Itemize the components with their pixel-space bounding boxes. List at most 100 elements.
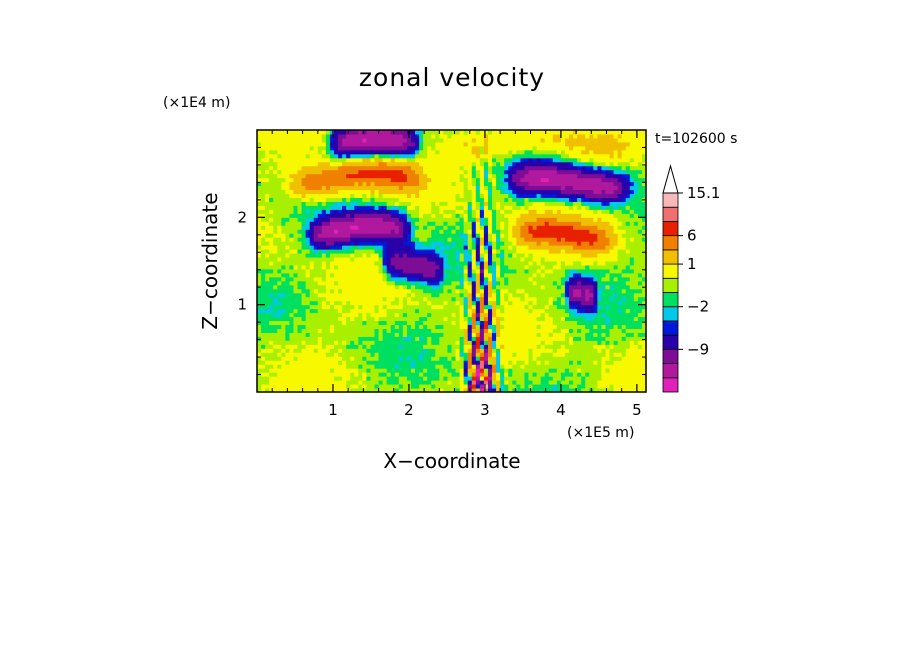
field-cell	[617, 225, 623, 230]
field-cell	[297, 185, 303, 191]
field-cell	[451, 213, 457, 218]
field-cell	[333, 185, 339, 191]
field-cell	[475, 268, 481, 274]
field-cell	[402, 364, 408, 369]
field-cell	[277, 324, 282, 329]
field-cell	[540, 356, 546, 361]
field-cell	[321, 348, 327, 353]
field-cell	[528, 276, 534, 282]
field-cell	[431, 197, 436, 202]
field-cell	[366, 352, 371, 357]
field-cell	[641, 348, 646, 353]
field-cell	[564, 241, 570, 246]
field-cell	[329, 213, 335, 218]
field-cell	[479, 332, 485, 337]
field-cell	[577, 368, 582, 373]
field-cell	[585, 316, 590, 322]
field-cell	[406, 320, 412, 326]
field-cell	[617, 213, 623, 218]
field-cell	[374, 332, 380, 337]
field-cell	[370, 189, 376, 195]
field-cell	[338, 245, 343, 250]
field-cell	[585, 237, 590, 242]
field-cell	[475, 201, 481, 206]
field-cell	[564, 205, 570, 210]
field-cell	[423, 201, 428, 206]
field-cell	[597, 348, 602, 353]
field-cell	[455, 249, 461, 254]
field-cell	[508, 332, 513, 337]
field-cell	[625, 253, 631, 258]
field-cell	[577, 209, 582, 214]
field-cell	[516, 217, 521, 222]
field-cell	[378, 249, 384, 254]
field-cell	[419, 245, 424, 250]
field-cell	[451, 368, 457, 373]
field-cell	[637, 300, 643, 306]
field-cell	[435, 380, 440, 385]
field-cell	[641, 264, 646, 270]
field-cell	[370, 185, 376, 191]
field-cell	[277, 261, 282, 266]
field-cell	[346, 245, 351, 250]
field-cell	[613, 261, 619, 266]
field-cell	[273, 272, 278, 278]
field-cell	[581, 189, 586, 195]
field-cell	[419, 372, 424, 377]
field-cell	[560, 205, 566, 210]
field-cell	[398, 336, 404, 341]
field-cell	[520, 201, 525, 206]
field-cell	[354, 197, 359, 202]
field-cell	[556, 229, 562, 234]
field-cell	[277, 292, 282, 298]
field-cell	[313, 308, 319, 314]
field-cell	[544, 352, 550, 357]
field-cell	[447, 308, 452, 314]
field-cell	[577, 304, 582, 310]
field-cell	[354, 348, 359, 353]
field-cell	[321, 380, 327, 385]
field-cell	[487, 205, 493, 210]
field-cell	[386, 356, 392, 361]
field-cell	[321, 364, 327, 369]
field-cell	[257, 201, 262, 206]
field-cell	[536, 304, 542, 310]
field-cell	[269, 312, 274, 318]
field-cell	[597, 360, 602, 365]
field-cell	[625, 332, 631, 337]
field-cell	[621, 308, 627, 314]
field-cell	[325, 380, 331, 385]
field-cell	[285, 376, 290, 381]
field-cell	[524, 261, 529, 266]
field-cell	[366, 237, 371, 242]
field-cell	[305, 320, 311, 326]
field-cell	[427, 217, 432, 222]
field-cell	[350, 268, 355, 274]
field-cell	[350, 241, 355, 246]
field-cell	[402, 384, 408, 389]
field-cell	[285, 360, 290, 365]
field-cell	[492, 237, 497, 242]
field-cell	[605, 237, 611, 242]
field-cell	[325, 276, 331, 282]
field-cell	[569, 264, 574, 270]
field-cell	[443, 241, 448, 246]
field-cell	[265, 356, 270, 361]
field-cell	[609, 280, 615, 286]
field-cell	[423, 336, 428, 341]
field-cell	[427, 221, 432, 226]
field-cell	[297, 296, 303, 302]
field-cell	[374, 205, 380, 210]
field-cell	[419, 360, 424, 365]
field-cell	[265, 312, 270, 318]
field-cell	[560, 261, 566, 266]
field-cell	[273, 241, 278, 246]
field-cell	[500, 292, 505, 298]
field-cell	[342, 292, 347, 298]
field-cell	[564, 308, 570, 314]
field-cell	[317, 292, 323, 298]
field-cell	[605, 284, 611, 290]
field-cell	[617, 356, 623, 361]
field-cell	[492, 332, 497, 337]
field-cell	[601, 261, 606, 266]
